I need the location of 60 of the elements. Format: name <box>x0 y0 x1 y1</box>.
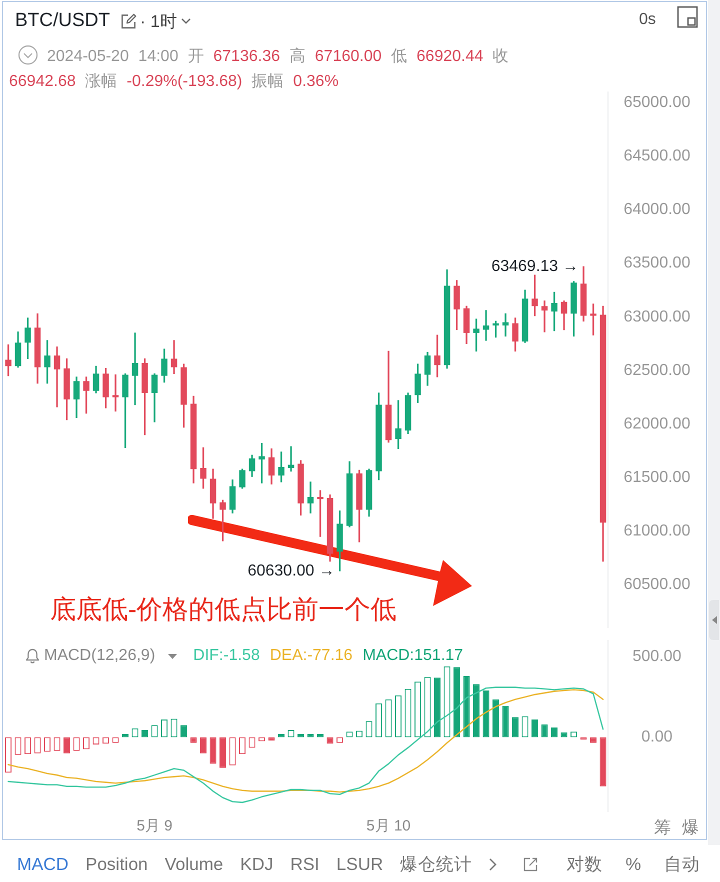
annotation: 63469.13 → <box>491 258 579 276</box>
y-tick-label: 62500.00 <box>624 362 690 379</box>
text: · 1时 <box>140 10 177 32</box>
annotation: 60630.00 → <box>248 562 335 580</box>
text: Position <box>86 854 148 874</box>
chart-title: BTC/USDT <box>15 10 110 32</box>
text: MACD <box>17 854 69 874</box>
bar <box>463 676 470 738</box>
x-tick-label: 5月 9 <box>136 817 172 834</box>
text: DEA:-77.16 <box>270 647 353 665</box>
y-tick-label: 60500.00 <box>624 576 690 594</box>
bar <box>200 737 207 754</box>
candlestick <box>502 313 509 336</box>
candlestick <box>288 446 294 472</box>
text: DIF:-1.58 <box>193 647 260 665</box>
text: LSUR <box>336 854 384 874</box>
bar <box>492 699 500 738</box>
y-tick-label: 65000.00 <box>624 94 690 111</box>
text: 爆仓统计 <box>400 853 472 876</box>
bar <box>210 737 216 764</box>
bar <box>482 690 490 738</box>
x-tick-label: 5月 10 <box>366 817 411 834</box>
y-tick-label: 64000.00 <box>624 201 690 218</box>
text: KDJ <box>240 854 274 874</box>
y-tick-label: 0.00 <box>641 728 673 746</box>
text: 爆 <box>682 817 699 839</box>
candlestick <box>54 346 60 408</box>
bar <box>541 724 548 738</box>
candlestick <box>482 310 490 341</box>
y-tick-label: 61000.00 <box>624 522 690 540</box>
y-tick-label: 500.00 <box>632 648 682 666</box>
text: 筹 <box>654 817 671 839</box>
bar <box>532 720 538 738</box>
text: 自动 <box>664 853 700 876</box>
text: 对数 <box>566 853 602 876</box>
y-tick-label: 62000.00 <box>624 415 690 432</box>
y-tick-label: 64500.00 <box>624 148 690 165</box>
bar <box>434 678 441 738</box>
bar <box>220 737 226 768</box>
candlestick <box>112 374 119 412</box>
bar <box>454 667 460 738</box>
text: Volume <box>164 854 224 874</box>
text: 2024-05-20 14:00 开 67136.36 高 67160.00 低 66920.44 收 66942.68 涨幅 -0.29%(-193.68) 振幅 0.36% <box>9 48 509 90</box>
annotation: 底底低-价格的低点比前一个低 <box>50 594 397 624</box>
bar <box>600 737 606 786</box>
candlestick <box>307 482 314 514</box>
y-tick-label: 63000.00 <box>624 308 690 326</box>
text: 0s <box>639 11 656 29</box>
bar <box>502 706 509 738</box>
y-tick-label: 61500.00 <box>624 469 690 486</box>
bar <box>512 717 519 738</box>
series-label: MACD:151.17 <box>362 647 464 665</box>
candlestick <box>541 300 548 332</box>
bar <box>180 725 188 738</box>
text: % <box>625 854 641 874</box>
y-tick-label: 63500.00 <box>624 254 690 272</box>
text: RSI <box>290 854 320 874</box>
legend-title: MACD(12,26,9) <box>44 647 156 665</box>
bar <box>473 684 480 738</box>
candlestick <box>132 332 138 406</box>
